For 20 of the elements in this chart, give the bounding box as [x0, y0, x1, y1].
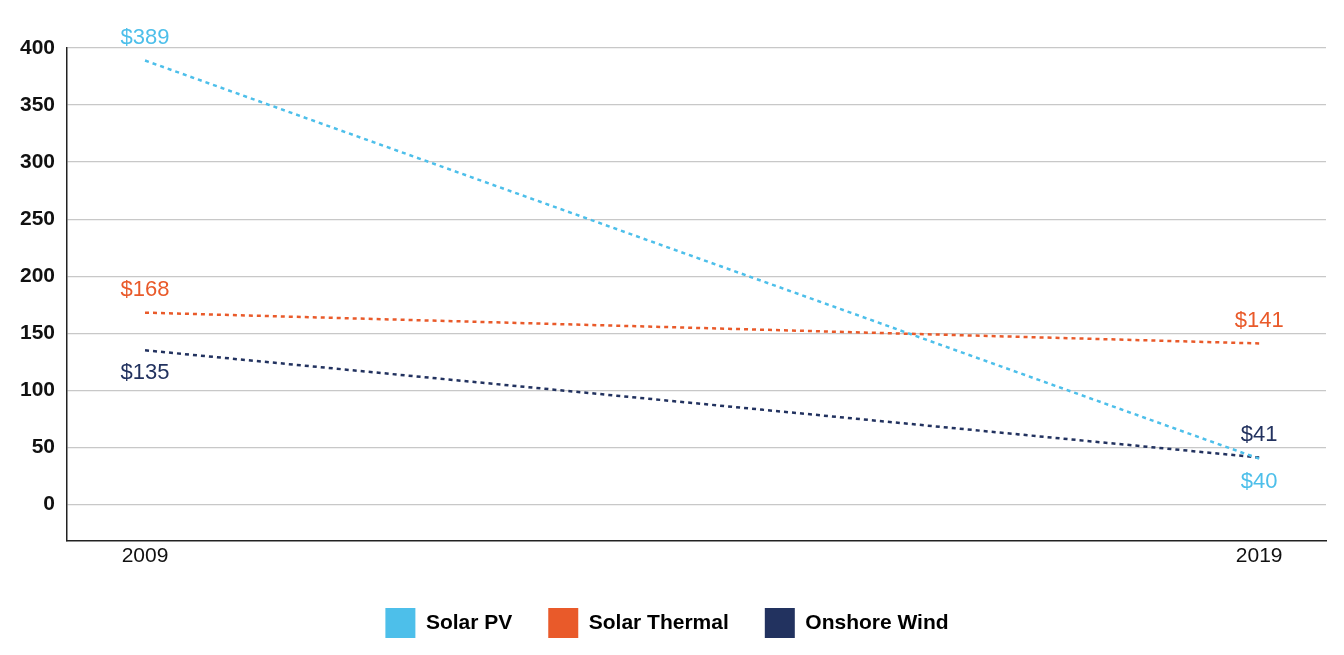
- y-tick-label: 100: [19, 377, 56, 401]
- data-label: $135: [120, 359, 170, 385]
- y-tick-label: 200: [19, 262, 56, 286]
- y-tick-label: 0: [43, 491, 56, 515]
- y-tick-label: 300: [19, 148, 56, 172]
- y-tick-label: 250: [19, 205, 56, 229]
- x-tick-label: 2009: [121, 543, 169, 567]
- legend-label: Solar Thermal: [588, 609, 729, 633]
- x-tick-label: 2019: [1235, 543, 1283, 567]
- y-tick-label: 50: [31, 434, 56, 458]
- y-tick-label: 150: [19, 319, 56, 343]
- data-label: $168: [120, 275, 170, 301]
- legend-label: Onshore Wind: [805, 609, 949, 633]
- data-label: $40: [1240, 467, 1278, 493]
- data-label: $141: [1234, 306, 1284, 332]
- data-label: $41: [1240, 420, 1278, 446]
- legend-label: Solar PV: [425, 609, 513, 633]
- data-label: $389: [120, 23, 170, 49]
- y-tick-label: 350: [19, 91, 56, 115]
- y-tick-label: 400: [19, 34, 56, 58]
